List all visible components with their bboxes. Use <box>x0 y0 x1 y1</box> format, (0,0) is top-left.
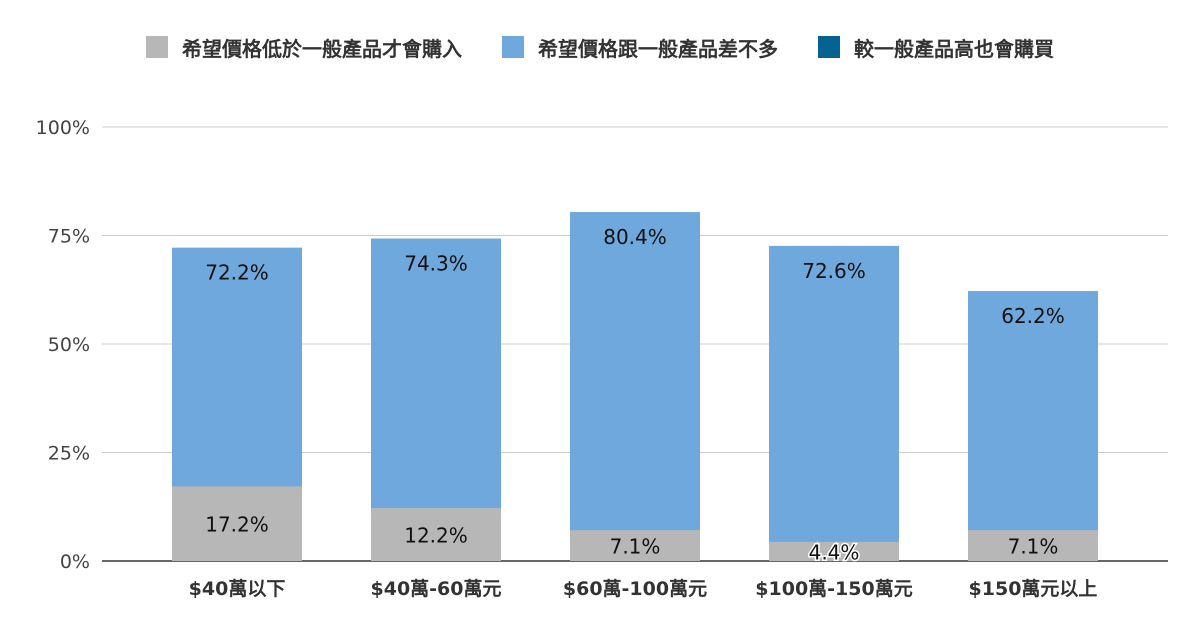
x-tick-label-5: $150萬元以上 <box>969 578 1098 600</box>
bar-segment-3-3 <box>570 530 700 561</box>
data-label-2-3: 80.4% <box>603 225 667 249</box>
legend-swatch-light-blue <box>502 36 524 58</box>
x-tick-label-4: $100萬-150萬元 <box>755 578 912 600</box>
legend-label-cheaper: 希望價格低於一般產品才會購入 <box>182 36 462 61</box>
legend-item-same: 希望價格跟一般產品差不多 <box>502 33 778 62</box>
bar-segment-2-4 <box>769 245 899 561</box>
bar-segment-2-5 <box>968 291 1098 561</box>
data-label-3-4: 4.4% <box>809 540 860 564</box>
bar-segment-3-5 <box>968 530 1098 561</box>
data-label-2-2: 74.3% <box>404 252 468 276</box>
x-tick-label-1: $40萬以下 <box>189 578 286 600</box>
y-tick-label-100: 100% <box>36 117 90 139</box>
bar-segment-2-3 <box>570 212 700 561</box>
y-tick-label-75: 75% <box>48 226 90 248</box>
legend-item-cheaper: 希望價格低於一般產品才會購入 <box>146 33 462 62</box>
bar-segment-3-2 <box>371 508 501 561</box>
legend: 希望價格低於一般產品才會購入 希望價格跟一般產品差不多 較一般產品高也會購買 <box>0 30 1200 64</box>
bar-segment-3-4 <box>769 541 899 561</box>
y-tick-label-50: 50% <box>48 334 90 356</box>
data-label-3-5: 7.1% <box>1008 535 1059 559</box>
legend-item-higher: 較一般產品高也會購買 <box>818 33 1054 62</box>
y-tick-label-0: 0% <box>60 551 90 573</box>
data-label-3-1: 17.2% <box>205 513 269 537</box>
data-label-2-1: 72.2% <box>205 261 269 285</box>
x-tick-label-2: $40萬-60萬元 <box>371 578 502 600</box>
data-label-2-4: 72.6% <box>802 259 866 283</box>
bar-segment-2-2 <box>371 238 501 561</box>
data-label-2-5: 62.2% <box>1001 304 1065 328</box>
bar-segment-3-1 <box>172 486 302 561</box>
legend-swatch-dark-blue <box>818 36 840 58</box>
legend-label-same: 希望價格跟一般產品差不多 <box>538 36 778 61</box>
data-label-3-3: 7.1% <box>610 535 661 559</box>
legend-label-higher: 較一般產品高也會購買 <box>854 36 1054 61</box>
x-tick-label-3: $60萬-100萬元 <box>563 578 707 600</box>
data-label-3-2: 12.2% <box>404 524 468 548</box>
legend-swatch-gray <box>146 36 168 58</box>
y-tick-label-25: 25% <box>48 443 90 465</box>
